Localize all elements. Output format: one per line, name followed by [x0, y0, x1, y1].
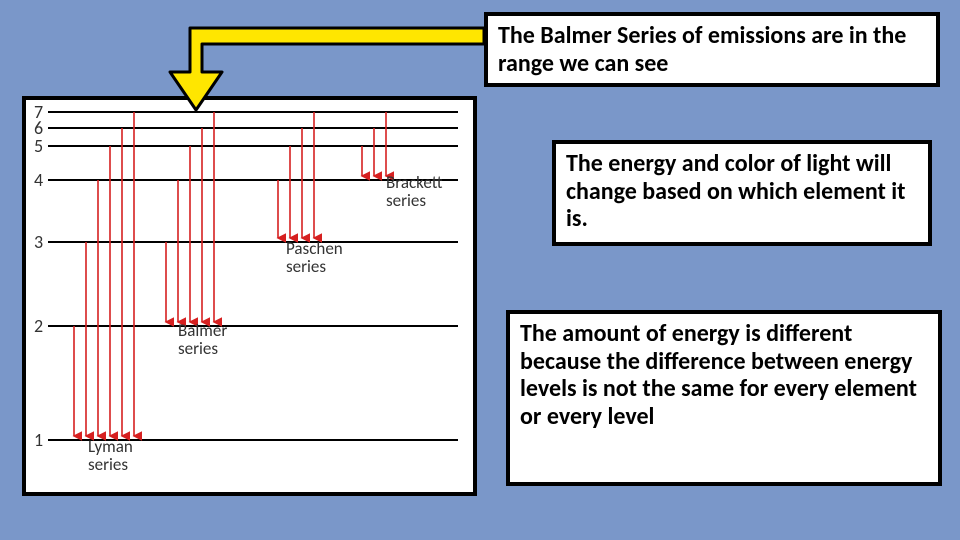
energy-color-text: The energy and color of light will chang…	[552, 140, 932, 246]
series-label: series	[178, 338, 218, 359]
diagram-svg: 7654321LymanseriesBalmerseriesPaschenser…	[26, 100, 473, 492]
balmer-callout-text: The Balmer Series of emissions are in th…	[484, 12, 940, 87]
energy-level-diagram: 7654321LymanseriesBalmerseriesPaschenser…	[22, 96, 477, 496]
level-number: 5	[34, 135, 43, 157]
series-label: series	[286, 256, 326, 277]
series-label: series	[386, 190, 426, 211]
level-number: 3	[34, 231, 43, 253]
series-label: series	[88, 454, 128, 475]
level-number: 2	[34, 315, 43, 337]
text: The Balmer Series of emissions are in th…	[498, 21, 906, 78]
energy-difference-text: The amount of energy is different becaus…	[506, 310, 942, 486]
text: The amount of energy is different becaus…	[520, 319, 917, 431]
level-number: 4	[34, 169, 43, 191]
level-number: 1	[34, 429, 43, 451]
text: The energy and color of light will chang…	[566, 149, 905, 233]
